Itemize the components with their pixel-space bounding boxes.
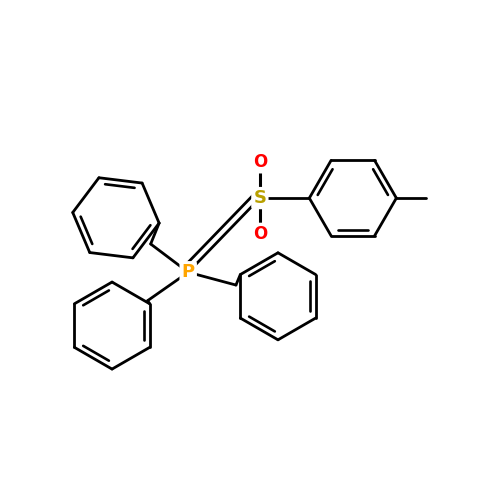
Text: S: S: [254, 189, 266, 207]
Text: O: O: [253, 224, 267, 242]
Text: O: O: [253, 154, 267, 172]
Text: P: P: [182, 263, 195, 281]
